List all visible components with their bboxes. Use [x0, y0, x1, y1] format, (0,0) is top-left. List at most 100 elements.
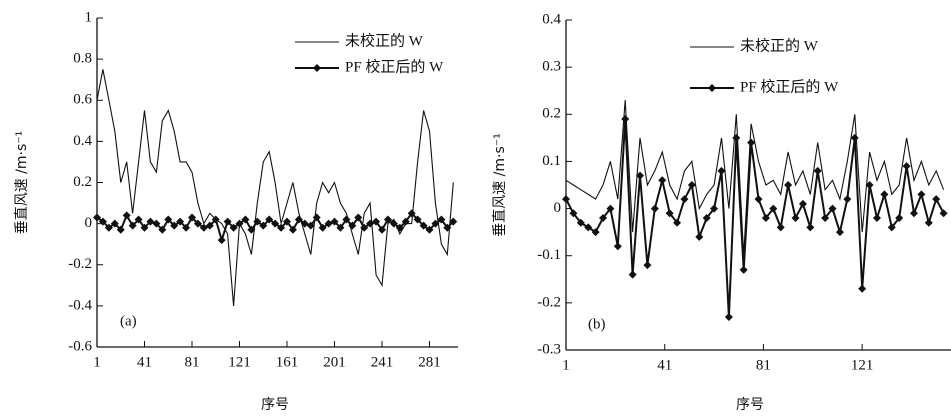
marker — [170, 221, 179, 230]
marker — [265, 215, 274, 224]
marker — [769, 204, 778, 213]
marker — [939, 209, 948, 218]
marker — [872, 214, 881, 222]
y-tick-label: 0 — [554, 200, 562, 216]
marker — [702, 214, 711, 222]
marker — [378, 225, 386, 234]
marker — [223, 217, 232, 226]
x-tick-label: 241 — [371, 354, 394, 370]
x-tick-label: 281 — [418, 354, 441, 370]
marker — [241, 215, 250, 224]
marker — [895, 214, 904, 222]
y-tick-label: -0.3 — [537, 341, 561, 357]
y-tick-label: 1 — [85, 9, 93, 25]
y-tick-label: 0.8 — [73, 51, 92, 67]
x-axis-label: 序号 — [261, 397, 289, 413]
marker — [271, 219, 280, 228]
marker — [336, 223, 345, 232]
marker — [360, 223, 369, 232]
marker — [599, 214, 608, 222]
marker — [791, 214, 800, 222]
marker — [182, 223, 191, 232]
marker — [134, 215, 143, 224]
y-tick-label: 0 — [85, 215, 93, 231]
x-tick-label: 81 — [756, 357, 771, 373]
marker — [395, 223, 404, 232]
marker — [806, 223, 815, 232]
legend-label: PF 校正后的 W — [740, 78, 839, 95]
marker — [383, 215, 392, 224]
marker — [821, 214, 830, 222]
marker — [419, 221, 428, 230]
marker — [259, 221, 268, 230]
marker — [613, 242, 622, 251]
marker — [591, 228, 600, 237]
y-tick-label: -0.2 — [537, 294, 561, 310]
marker — [687, 181, 696, 189]
marker — [747, 138, 756, 147]
marker — [880, 190, 889, 199]
x-tick-label: 41 — [137, 354, 152, 370]
y-tick-label: 0.4 — [542, 11, 561, 27]
marker — [584, 223, 593, 232]
marker — [211, 215, 220, 224]
marker — [902, 162, 911, 171]
y-tick-label: -0.1 — [537, 247, 561, 263]
y-tick-label: 0.3 — [542, 59, 561, 75]
marker — [205, 221, 214, 230]
marker — [413, 215, 422, 224]
marker — [739, 265, 748, 274]
marker — [283, 217, 291, 226]
marker — [917, 190, 926, 199]
marker — [798, 199, 807, 208]
marker — [431, 219, 440, 228]
marker — [122, 211, 131, 220]
legend-label: PF 校正后的 W — [345, 58, 444, 75]
marker — [193, 219, 202, 228]
y-axis-label: 垂直风速 /m·s⁻¹ — [491, 133, 508, 237]
marker — [643, 261, 652, 270]
marker — [110, 219, 119, 228]
marker — [152, 219, 161, 228]
marker — [909, 209, 918, 218]
marker — [401, 217, 410, 226]
marker — [673, 218, 682, 227]
x-tick-label: 161 — [276, 354, 299, 370]
marker — [313, 64, 321, 72]
marker — [865, 181, 874, 189]
marker — [253, 217, 262, 226]
marker — [708, 84, 716, 92]
x-tick-label: 201 — [323, 354, 346, 370]
y-tick-label: 0.1 — [542, 153, 561, 169]
marker — [306, 221, 315, 230]
marker — [312, 213, 321, 222]
marker — [449, 217, 458, 226]
marker — [754, 195, 763, 204]
x-tick-label: 1 — [562, 357, 570, 373]
marker — [562, 195, 570, 204]
marker — [710, 204, 719, 213]
marker — [732, 133, 741, 142]
marker — [140, 223, 149, 232]
marker — [348, 221, 357, 230]
marker — [828, 204, 837, 213]
x-tick-label: 81 — [185, 354, 200, 370]
marker — [425, 225, 434, 234]
marker — [761, 214, 770, 222]
marker — [658, 176, 667, 185]
marker — [407, 209, 416, 218]
y-axis-label: 垂直风速 /m·s⁻¹ — [13, 131, 30, 235]
marker — [93, 213, 101, 222]
marker — [776, 223, 785, 232]
y-tick-label: 0.2 — [73, 174, 92, 190]
marker — [342, 215, 351, 224]
marker — [650, 204, 659, 213]
marker — [158, 225, 167, 234]
marker — [887, 223, 896, 232]
y-tick-label: -0.4 — [68, 297, 92, 313]
x-tick-label: 41 — [657, 357, 672, 373]
y-tick-label: -0.6 — [68, 338, 92, 354]
marker — [288, 225, 297, 234]
marker — [128, 221, 137, 230]
